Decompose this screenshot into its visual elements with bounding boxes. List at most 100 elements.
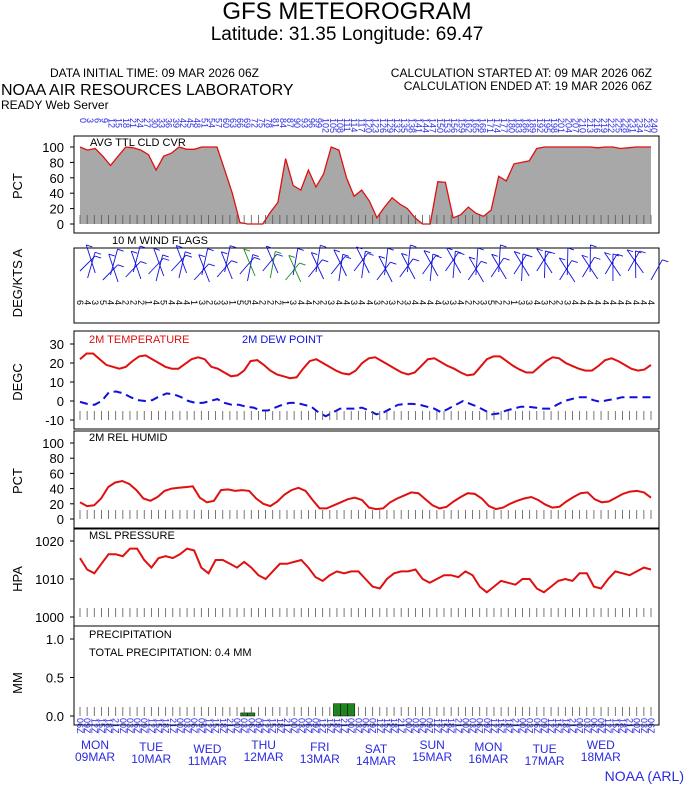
- cloud-ytick: 60: [50, 171, 64, 186]
- wind-barb: [79, 255, 96, 272]
- rh-ytick: 60: [50, 466, 64, 481]
- wind-speed-label: 2: [319, 300, 329, 305]
- hour-label-top: 123: [371, 118, 381, 133]
- wind-barb: [423, 250, 439, 277]
- wind-barb-flag: [571, 260, 578, 263]
- hour-label-bottom: 06Z: [418, 718, 428, 734]
- hour-label-top: 135: [399, 118, 409, 133]
- hour-label-top: 231: [628, 118, 638, 133]
- wind-barb: [110, 249, 119, 276]
- wind-speed-label: 4: [593, 300, 603, 305]
- hour-label-top: 102: [321, 118, 331, 133]
- wind-speed-label: 2: [463, 300, 473, 305]
- wind-barb: [536, 248, 553, 274]
- wind-barb-flag: [320, 244, 327, 248]
- hour-label-bottom: 03Z: [582, 718, 592, 734]
- wind-speed-label: 4: [623, 300, 633, 305]
- wind-speed-label: 2: [380, 300, 390, 305]
- wind-barb-flag: [635, 250, 642, 254]
- wind-speed-label: 4: [83, 300, 93, 305]
- wind-barb: [513, 251, 530, 277]
- hour-label-top: 159: [456, 118, 466, 133]
- wind-speed-label: 1: [144, 300, 154, 305]
- wind-barb: [452, 250, 456, 279]
- hour-label-bottom: 09Z: [368, 718, 378, 734]
- hour-label-top: 78: [264, 118, 274, 128]
- wind-speed-label: 5: [235, 300, 245, 305]
- wind-speed-label: 4: [174, 300, 184, 305]
- hour-label-bottom: 21Z: [625, 718, 635, 734]
- wind-speed-label: 1: [189, 300, 199, 305]
- wind-barb-flag: [477, 247, 485, 251]
- precip-total: TOTAL PRECIPITATION: 0.4 MM: [89, 647, 252, 659]
- wind-barb-flag: [612, 253, 620, 257]
- wind-speed-label: 4: [250, 300, 260, 305]
- hour-label-bottom: 00Z: [403, 718, 413, 734]
- wind-barb-flag: [108, 253, 115, 257]
- hour-label-top: 150: [435, 118, 445, 133]
- wind-barb: [384, 248, 389, 276]
- hour-label-top: 87: [285, 118, 295, 128]
- wind-barb-flag: [176, 245, 183, 248]
- hour-label-top: 9: [99, 118, 109, 123]
- date-label: 16MAR: [468, 752, 508, 766]
- hour-label-top: 126: [378, 118, 388, 133]
- hour-label-bottom: 12Z: [318, 718, 328, 734]
- hour-label-top: 222: [606, 118, 616, 133]
- day-label: TUE: [139, 740, 163, 754]
- wind-speed-label: 3: [539, 300, 549, 305]
- wind-barb: [376, 261, 391, 281]
- date-label: 09MAR: [75, 750, 115, 764]
- wind-barb: [399, 258, 414, 278]
- wind-barb: [310, 252, 325, 280]
- hour-label-bottom: 12Z: [546, 718, 556, 734]
- wind-barb: [467, 261, 482, 281]
- wind-barb: [102, 264, 119, 281]
- hour-label-top: 12: [107, 118, 117, 128]
- date-label: 12MAR: [244, 750, 284, 764]
- wind-speed-label: 4: [600, 300, 610, 305]
- temp-ytick: -10: [45, 413, 64, 428]
- wind-speed-label: 1: [509, 300, 519, 305]
- cloud-title: AVG TTL CLD CVR: [90, 137, 186, 149]
- wind-barb: [153, 248, 165, 277]
- hour-label-top: 36: [164, 118, 174, 128]
- hour-label-top: 84: [278, 118, 288, 128]
- pressure-panel-frame: [73, 528, 660, 627]
- hour-label-bottom: 18Z: [617, 718, 627, 734]
- wind-speed-label: 4: [631, 300, 641, 305]
- wind-speed-label: 2: [258, 300, 268, 305]
- hour-label-top: 153: [442, 118, 452, 133]
- wind-barb: [536, 251, 550, 272]
- hour-label-bottom: 06Z: [132, 718, 142, 734]
- hour-label-bottom: 09Z: [425, 718, 435, 734]
- hour-label-bottom: 18Z: [446, 718, 456, 734]
- wind-barb: [132, 245, 141, 273]
- wind-speed-label: 4: [296, 300, 306, 305]
- hour-label-top: 174: [492, 118, 502, 133]
- pressure-line: [79, 547, 652, 594]
- date-label: 10MAR: [131, 752, 171, 766]
- hour-label-bottom: 03Z: [182, 718, 192, 734]
- hour-label-bottom: 06Z: [189, 718, 199, 734]
- cloud-ylabel: PCT: [10, 173, 25, 199]
- hour-label-bottom: 12Z: [489, 718, 499, 734]
- wind-speed-label: 5: [159, 300, 169, 305]
- wind-barb: [243, 248, 256, 277]
- wind-speed-label: 3: [562, 300, 572, 305]
- cloud-area: [80, 147, 651, 224]
- wind-speed-label: 3: [90, 300, 100, 305]
- hour-label-bottom: 06Z: [646, 718, 656, 734]
- temp-ytick: 0: [57, 394, 64, 409]
- wind-barb-flag: [367, 252, 374, 256]
- hour-label-bottom: 15Z: [496, 718, 506, 734]
- hour-label-top: 57: [214, 118, 224, 128]
- rh-panel-frame: [73, 430, 660, 529]
- hour-label-top: 234: [635, 118, 645, 133]
- hour-label-bottom: 15Z: [439, 718, 449, 734]
- hour-label-top: 90: [292, 118, 302, 128]
- wind-barb-flag: [252, 254, 259, 257]
- wind-speed-label: 4: [638, 300, 648, 305]
- day-label: SAT: [365, 742, 388, 756]
- wind-speed-label: 5: [98, 300, 108, 305]
